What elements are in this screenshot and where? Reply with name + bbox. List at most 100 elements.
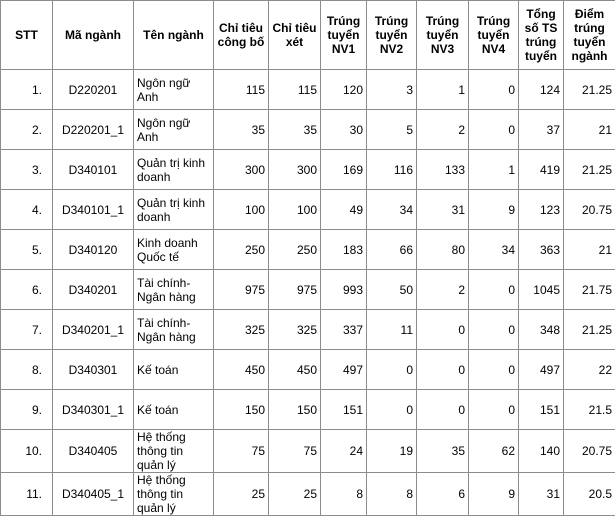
table-cell: 75 [268, 429, 321, 473]
table-cell: 115 [213, 69, 269, 110]
table-row: 8. D340301 Kế toán 450 450 497 0 0 0 497 22 [0, 349, 615, 390]
table-row: 3. D340101 Quản trị kinh doanh 300 300 169 116… [0, 149, 615, 190]
table-cell: 11. [0, 472, 53, 516]
table-cell: Quản trị kinh doanh [133, 149, 214, 190]
table-cell: 975 [213, 269, 269, 310]
table-cell: 21.25 [563, 69, 615, 110]
table-cell: D340405 [52, 429, 134, 473]
table-cell: 116 [366, 149, 417, 190]
table-cell: 100 [268, 189, 321, 230]
table-cell: 325 [268, 309, 321, 350]
table-cell: 21.75 [563, 269, 615, 310]
table-cell: 169 [320, 149, 367, 190]
table-row: 5. D340120 Kinh doanh Quốc tế 250 250 183 66 80… [0, 229, 615, 270]
table-cell: 8 [320, 472, 367, 516]
table-cell: 9 [468, 472, 519, 516]
table-row: 1. D220201 Ngôn ngữ Anh 115 115 120 3 1 0 124 21.2… [0, 69, 615, 110]
table-cell: 21.5 [563, 389, 615, 430]
table-cell: 337 [320, 309, 367, 350]
table-cell: D340405_1 [52, 472, 134, 516]
table-cell: 0 [468, 69, 519, 110]
table-cell: 35 [268, 109, 321, 150]
table-cell: 1 [468, 149, 519, 190]
table-cell: 3. [0, 149, 53, 190]
table-cell: 3 [366, 69, 417, 110]
table-cell: 140 [518, 429, 564, 473]
table-cell: D340201_1 [52, 309, 134, 350]
table-cell: D340301_1 [52, 389, 134, 430]
table-cell: 150 [213, 389, 269, 430]
table-cell: 80 [416, 229, 469, 270]
table-cell: 34 [468, 229, 519, 270]
table-cell: Ngôn ngữ Anh [133, 69, 214, 110]
table-cell: 100 [213, 189, 269, 230]
table-cell: 19 [366, 429, 417, 473]
table-cell: 10. [0, 429, 53, 473]
table-cell: D340120 [52, 229, 134, 270]
table-cell: Kế toán [133, 389, 214, 430]
table-cell: 0 [416, 349, 469, 390]
table-cell: 0 [366, 389, 417, 430]
column-header: Chỉ tiêu công bố [213, 0, 269, 70]
table-cell: D340301 [52, 349, 134, 390]
table-cell: 0 [468, 269, 519, 310]
table-cell: 4. [0, 189, 53, 230]
table-row: 10. D340405 Hệ thống thông tin quản lý 75 75… [0, 429, 615, 473]
table-cell: 1 [416, 69, 469, 110]
table-cell: 0 [468, 349, 519, 390]
table-cell: D340101_1 [52, 189, 134, 230]
table-cell: 20.5 [563, 472, 615, 516]
table-cell: 11 [366, 309, 417, 350]
column-header: Điểm trúng tuyển ngành [563, 0, 615, 70]
table-cell: 22 [563, 349, 615, 390]
table-cell: D220201_1 [52, 109, 134, 150]
table-cell: 993 [320, 269, 367, 310]
table-cell: 62 [468, 429, 519, 473]
table-cell: 250 [268, 229, 321, 270]
table-cell: Tài chính-Ngân hàng [133, 309, 214, 350]
table-cell: 2 [416, 269, 469, 310]
table-cell: 8. [0, 349, 53, 390]
table-row: 7. D340201_1 Tài chính-Ngân hàng 325 325 337 1… [0, 309, 615, 350]
table-row: 4. D340101_1 Quản trị kinh doanh 100 100 49 34… [0, 189, 615, 230]
table-cell: 25 [268, 472, 321, 516]
table-cell: 9 [468, 189, 519, 230]
column-header: Trúng tuyển NV1 [320, 0, 367, 70]
column-header: Trúng tuyển NV2 [366, 0, 417, 70]
table-row: 2. D220201_1 Ngôn ngữ Anh 35 35 30 5 2 0 37 21 [0, 109, 615, 150]
column-header: Tổng số TS trúng tuyển [518, 0, 564, 70]
table-cell: 497 [320, 349, 367, 390]
table-cell: 35 [416, 429, 469, 473]
table-cell: 975 [268, 269, 321, 310]
table-cell: D340101 [52, 149, 134, 190]
table-cell: 2. [0, 109, 53, 150]
table-cell: 120 [320, 69, 367, 110]
table-cell: 30 [320, 109, 367, 150]
table-cell: 21 [563, 109, 615, 150]
table-cell: D340201 [52, 269, 134, 310]
header-row: STT Mã ngành Tên ngành Chỉ tiêu công bố Chỉ … [0, 0, 615, 70]
table-cell: 24 [320, 429, 367, 473]
table-cell: Quản trị kinh doanh [133, 189, 214, 230]
table-cell: 1045 [518, 269, 564, 310]
table-cell: 151 [320, 389, 367, 430]
table-cell: 124 [518, 69, 564, 110]
table-cell: 50 [366, 269, 417, 310]
table-cell: 8 [366, 472, 417, 516]
column-header: Tên ngành [133, 0, 214, 70]
table-cell: 5. [0, 229, 53, 270]
table-row: 6. D340201 Tài chính-Ngân hàng 975 975 993 50 2… [0, 269, 615, 310]
table-cell: 21 [563, 229, 615, 270]
table-cell: 0 [468, 309, 519, 350]
column-header: Trúng tuyển NV3 [416, 0, 469, 70]
table-cell: 419 [518, 149, 564, 190]
table-cell: 0 [468, 109, 519, 150]
table-cell: Ngôn ngữ Anh [133, 109, 214, 150]
table-cell: Kinh doanh Quốc tế [133, 229, 214, 270]
table-cell: 9. [0, 389, 53, 430]
column-header: Trúng tuyển NV4 [468, 0, 519, 70]
table-cell: 75 [213, 429, 269, 473]
table-cell: 348 [518, 309, 564, 350]
table-cell: 20.75 [563, 429, 615, 473]
